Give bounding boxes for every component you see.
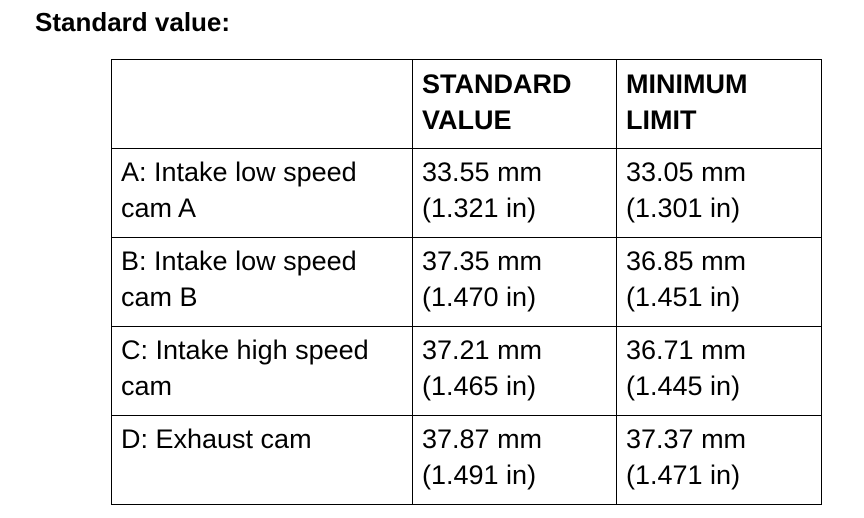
item-cell: C: Intake high speed cam <box>111 326 413 416</box>
value-cell: 37.37 mm (1.471 in) <box>616 415 822 505</box>
header-cell <box>111 59 413 149</box>
value-cell: 36.85 mm (1.451 in) <box>616 237 822 327</box>
spec-table: STANDARD VALUE MINIMUM LIMIT A: Intake l… <box>111 59 822 505</box>
value-cell: 33.55 mm (1.321 in) <box>412 148 617 238</box>
value-cell: 36.71 mm (1.445 in) <box>616 326 822 416</box>
item-cell: D: Exhaust cam <box>111 415 413 505</box>
item-cell: A: Intake low speed cam A <box>111 148 413 238</box>
table-row: C: Intake high speed cam 37.21 mm (1.465 … <box>111 326 822 416</box>
table-body: A: Intake low speed cam A 33.55 mm (1.321… <box>111 148 822 505</box>
header-row: STANDARD VALUE MINIMUM LIMIT <box>111 59 822 149</box>
table-row: A: Intake low speed cam A 33.55 mm (1.321… <box>111 148 822 238</box>
table-row: D: Exhaust cam 37.87 mm (1.491 in) 37.37 m… <box>111 415 822 505</box>
value-cell: 37.35 mm (1.470 in) <box>412 237 617 327</box>
value-cell: 33.05 mm (1.301 in) <box>616 148 822 238</box>
title: Standard value: <box>35 7 231 37</box>
table-row: B: Intake low speed cam B 37.35 mm (1.470… <box>111 237 822 327</box>
item-cell: B: Intake low speed cam B <box>111 237 413 327</box>
value-cell: 37.21 mm (1.465 in) <box>412 326 617 416</box>
header-cell: STANDARD VALUE <box>412 59 617 149</box>
value-cell: 37.87 mm (1.491 in) <box>412 415 617 505</box>
header-cell: MINIMUM LIMIT <box>616 59 822 149</box>
